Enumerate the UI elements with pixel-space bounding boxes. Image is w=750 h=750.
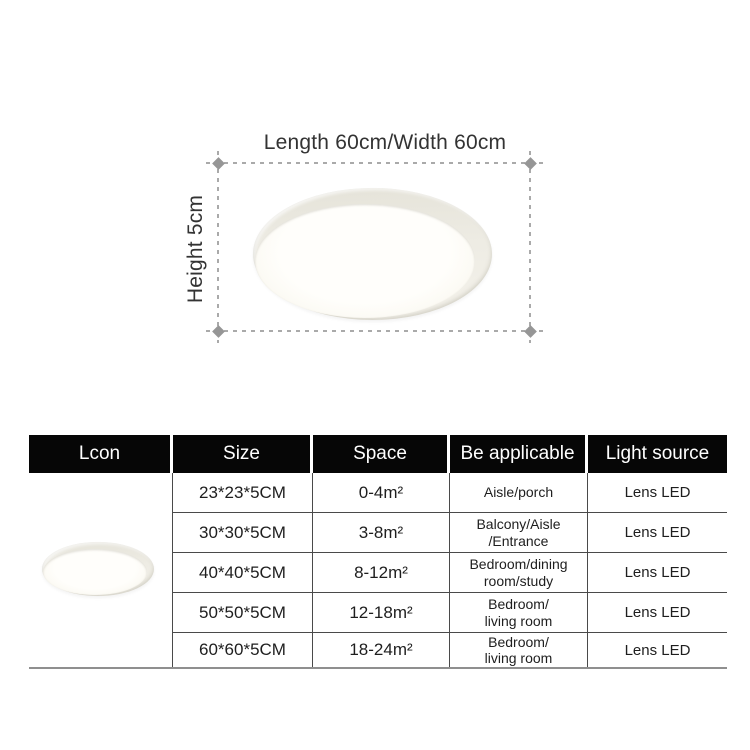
dimension-line-right — [529, 151, 531, 343]
header-space: Space — [313, 435, 450, 473]
ceiling-lamp-image — [253, 188, 492, 320]
corner-marker-icon — [524, 325, 537, 338]
light-source-cell: Lens LED — [588, 553, 727, 593]
lamp-diffuser — [255, 204, 475, 318]
height-label: Height 5cm — [184, 194, 207, 304]
lamp-icon-cell — [29, 473, 173, 667]
length-width-label: Length 60cm/Width 60cm — [263, 131, 507, 154]
light-source-cell: Lens LED — [588, 473, 727, 513]
header-size: Size — [173, 435, 313, 473]
space-cell: 3-8m² — [313, 513, 450, 553]
space-cell: 0-4m² — [313, 473, 450, 513]
light-source-cell: Lens LED — [624, 641, 691, 659]
size-cell: 60*60*5CM — [173, 633, 313, 667]
applicable-cell: Bedroom/dining room/study — [450, 553, 588, 593]
header-icon: Lcon — [29, 435, 173, 473]
dimension-diagram: Length 60cm/Width 60cm Height 5cm — [184, 131, 544, 343]
header-applicable: Be applicable — [450, 435, 588, 473]
light-source-cell: Lens LED — [588, 513, 727, 553]
size-cell: 23*23*5CM — [173, 473, 313, 513]
size-cell: 40*40*5CM — [173, 553, 313, 593]
light-source-cell: Lens LED — [588, 593, 727, 633]
corner-marker-icon — [524, 157, 537, 170]
ceiling-lamp-icon — [42, 542, 154, 596]
space-cell: 8-12m² — [313, 553, 450, 593]
corner-marker-icon — [212, 325, 225, 338]
dimension-line-top — [206, 162, 544, 164]
dimension-line-left — [217, 151, 219, 343]
space-cell: 18-24m² — [313, 633, 450, 667]
space-cell: 12-18m² — [313, 593, 450, 633]
size-cell: 30*30*5CM — [173, 513, 313, 553]
applicable-cell: Bedroom/ living room — [450, 593, 588, 633]
header-light-source: Light source — [588, 435, 727, 473]
size-cell: 50*50*5CM — [173, 593, 313, 633]
applicable-cell: Bedroom/ living room — [450, 633, 588, 667]
applicable-cell: Balcony/Aisle /Entrance — [450, 513, 588, 553]
dimension-line-bottom — [206, 330, 544, 332]
spec-table: Lcon Size Space Be applicable Light sour… — [29, 435, 727, 669]
applicable-cell: Aisle/porch — [450, 473, 588, 513]
corner-marker-icon — [212, 157, 225, 170]
lamp-diffuser — [43, 549, 147, 595]
